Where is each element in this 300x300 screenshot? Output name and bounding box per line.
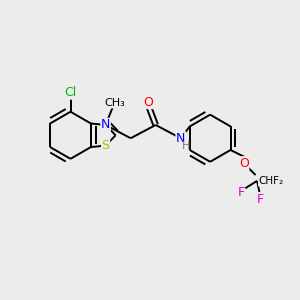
Text: Cl: Cl — [64, 86, 76, 99]
Text: CH₃: CH₃ — [104, 98, 125, 108]
Text: N: N — [101, 118, 110, 131]
Text: O: O — [239, 157, 249, 170]
Text: F: F — [256, 193, 264, 206]
Text: N: N — [176, 132, 185, 145]
Text: F: F — [237, 186, 244, 199]
Text: O: O — [143, 95, 153, 109]
Text: S: S — [102, 139, 110, 152]
Text: H: H — [182, 142, 190, 152]
Text: CHF₂: CHF₂ — [259, 176, 284, 186]
